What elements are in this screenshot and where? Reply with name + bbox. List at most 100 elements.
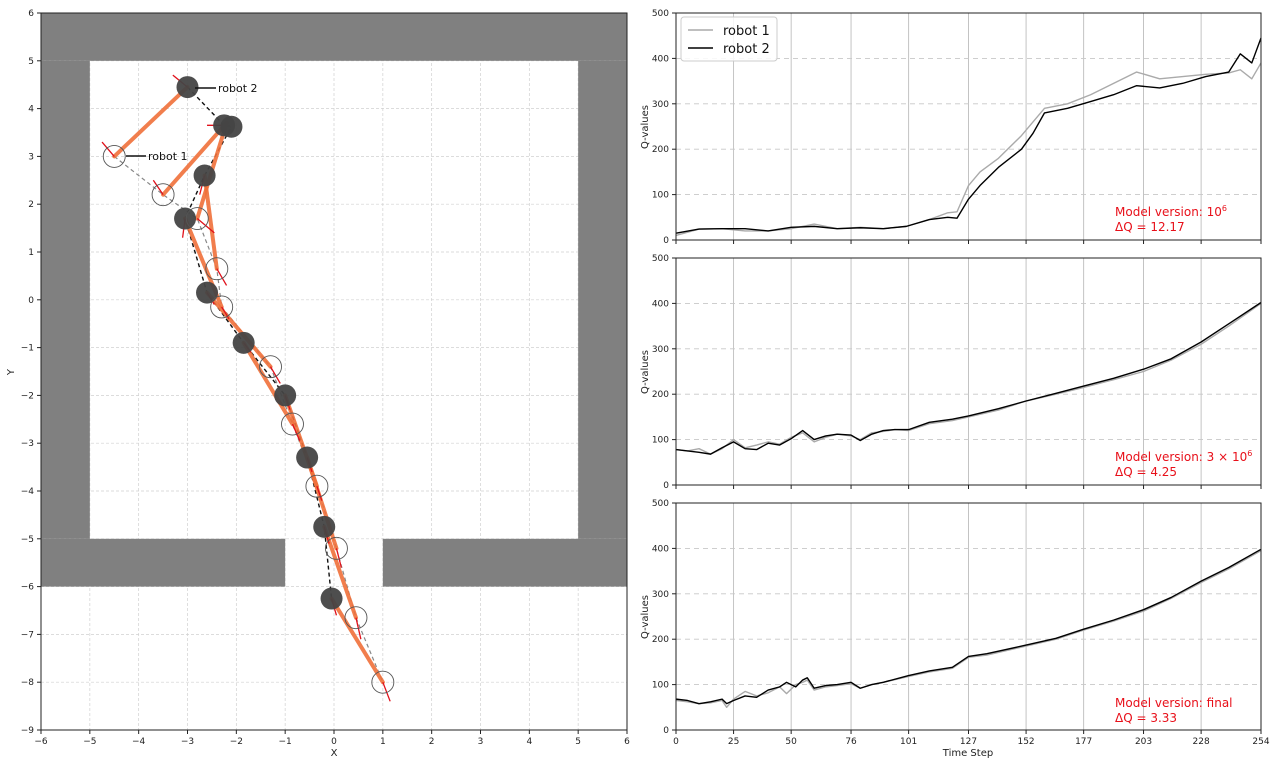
panel2-y-axis-label: Q-values — [640, 350, 651, 394]
y-tick-label: 3 — [28, 152, 34, 162]
y-tick-label: 200 — [652, 145, 669, 155]
trajectory-plot: −6 −5 −4 −3 −2 −1 0 1 2 3 4 5 6 6 5 4 3 2 1 0 −1 −2 −3 −4 −5 −6 −7… — [6, 9, 630, 759]
y-tick-label: 100 — [652, 436, 669, 446]
y-tick-label: −9 — [21, 726, 35, 736]
robot2-marker — [296, 446, 319, 469]
panel-frame — [675, 257, 1262, 486]
robot-heading — [316, 486, 323, 501]
x-tick-label: 1 — [380, 737, 386, 747]
y-tick-label: 100 — [652, 681, 669, 691]
legend-robot1-label: robot 1 — [723, 24, 770, 39]
robot1-marker — [344, 606, 368, 630]
x-tick-label: −4 — [132, 737, 146, 747]
robot-heading — [382, 681, 391, 702]
panel1-y-axis-label: Q-values — [640, 105, 651, 149]
x-tick-label: 5 — [575, 737, 581, 747]
x-tick-label: 0 — [673, 737, 679, 747]
y-tick-label: 500 — [652, 499, 669, 509]
robot1-label: robot 1 — [148, 150, 188, 163]
y-tick-label: 4 — [28, 105, 34, 115]
y-tick-label: 200 — [652, 390, 669, 400]
x-tick-label: −6 — [34, 737, 48, 747]
robot-heading — [221, 306, 230, 320]
robot1-marker — [371, 670, 395, 694]
x-tick-label: 254 — [1252, 737, 1269, 747]
y-tick-label: 0 — [663, 481, 669, 491]
robot-heading — [269, 366, 281, 384]
y-tick-label: 200 — [652, 635, 669, 645]
panel1-model-version: Model version: 106 — [1115, 204, 1227, 219]
y-tick-label: −7 — [21, 630, 34, 640]
x-tick-label: 50 — [785, 737, 797, 747]
robot1-marker — [281, 412, 304, 436]
robot-link — [205, 290, 273, 369]
panel2-model-version: Model version: 3 × 106 — [1115, 449, 1252, 464]
legend: robot 1 robot 2 — [680, 16, 778, 62]
legend-robot2-label: robot 2 — [723, 42, 770, 57]
y-tick-label: 100 — [652, 191, 669, 201]
robot-link — [112, 85, 190, 159]
panel1-delta-q: ΔQ = 12.17 — [1115, 220, 1185, 234]
robot2-label: robot 2 — [218, 82, 258, 95]
robot1-series — [675, 62, 1262, 237]
legend-box — [680, 16, 778, 62]
y-axis-label: Y — [6, 368, 17, 376]
robot2-marker — [174, 207, 197, 230]
x-tick-label: 228 — [1193, 737, 1210, 747]
wall-obstacles — [41, 13, 627, 587]
y-tick-label: −8 — [21, 678, 35, 688]
q-value-panel-3: 0 25 50 76 101 127 152 177 203 228 254 0 100 200 300 40… — [652, 499, 1270, 747]
x-tick-label: 2 — [429, 737, 435, 747]
y-tick-label: 300 — [652, 100, 669, 110]
y-tick-label: 0 — [663, 726, 669, 736]
robot-link — [241, 340, 295, 427]
robot1-series — [675, 302, 1262, 455]
x-tick-label: 76 — [845, 737, 857, 747]
panel-frame — [675, 12, 1262, 241]
robot-link — [202, 173, 219, 271]
robot2-marker — [320, 587, 343, 610]
robot-link — [329, 596, 385, 685]
x-tick-label: 0 — [331, 737, 337, 747]
y-tick-label: 300 — [652, 590, 669, 600]
y-tick-label: −6 — [21, 583, 35, 593]
panel3-y-axis-label: Q-values — [640, 595, 651, 639]
y-tick-label: 1 — [28, 248, 34, 258]
robot-heading — [152, 179, 164, 196]
robot1-marker — [102, 144, 126, 168]
robot2-series — [675, 37, 1262, 234]
robot-link — [161, 120, 229, 197]
wall-block — [578, 60, 627, 539]
y-tick-label: 400 — [652, 299, 669, 309]
x-tick-label: −1 — [279, 737, 292, 747]
robot2-marker — [220, 115, 243, 138]
robot-heading — [216, 268, 228, 286]
y-tick-label: 2 — [28, 200, 34, 210]
q-value-panel-2: 0 100 200 300 400 500 — [652, 254, 1262, 491]
wall-block — [41, 538, 286, 587]
x-tick-label: 6 — [624, 737, 630, 747]
panel2-delta-q: ΔQ = 4.25 — [1115, 465, 1177, 479]
robot1-marker — [210, 295, 234, 319]
robot2-series — [675, 548, 1262, 705]
robot2-marker — [196, 281, 219, 304]
robot-markers — [102, 76, 395, 694]
x-tick-label: 25 — [728, 737, 739, 747]
y-tick-label: 400 — [652, 544, 669, 554]
y-tick-label: 0 — [663, 236, 669, 246]
y-tick-label: 300 — [652, 345, 669, 355]
x-tick-label: 127 — [960, 737, 977, 747]
panel3-model-version: Model version: final — [1115, 696, 1233, 710]
x-tick-label: −5 — [83, 737, 96, 747]
robot1-marker — [259, 355, 282, 379]
robot-link — [322, 524, 358, 620]
y-tick-label: −5 — [21, 535, 34, 545]
x-tick-label: −2 — [230, 737, 243, 747]
robot-heading — [291, 423, 301, 442]
x-tick-label: −3 — [181, 737, 194, 747]
y-tick-label: −4 — [21, 487, 35, 497]
y-tick-label: −3 — [21, 439, 34, 449]
robot2-series — [675, 301, 1262, 455]
x-tick-label: 4 — [526, 737, 532, 747]
